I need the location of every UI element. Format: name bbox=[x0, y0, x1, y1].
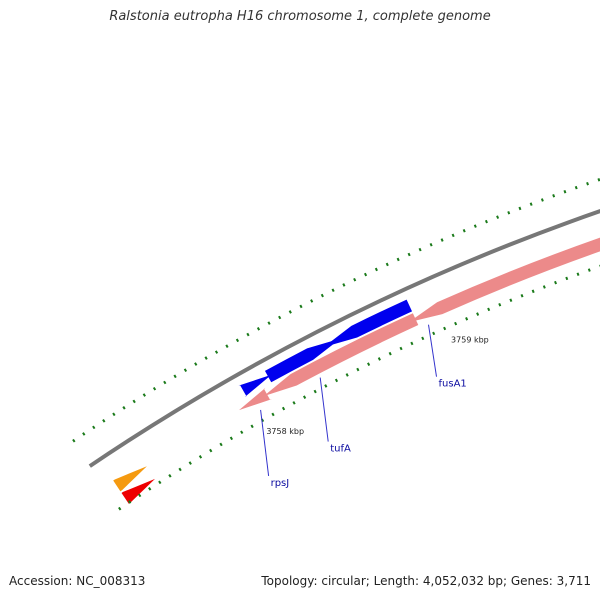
tick-label-1: 3758 kbp bbox=[266, 427, 304, 436]
reverse-gene-3 bbox=[408, 237, 600, 323]
gene-label-line-3 bbox=[428, 324, 437, 377]
gene-label-line-2 bbox=[319, 377, 329, 442]
map-title: Ralstonia eutropha H16 chromosome 1, com… bbox=[109, 9, 491, 24]
gene-label-tufA: tufA bbox=[330, 444, 351, 455]
accession-text: Accession: NC_008313 bbox=[9, 574, 146, 588]
tick-label-2: 3759 kbp bbox=[451, 336, 489, 345]
forward-gene-3 bbox=[323, 299, 413, 348]
gene-label-rpsJ: rpsJ bbox=[271, 478, 290, 489]
gene-label-fusA1: fusA1 bbox=[439, 379, 467, 390]
chromosome-backbone bbox=[88, 209, 600, 468]
red-feature bbox=[121, 478, 156, 504]
gene-label-line-1 bbox=[260, 409, 270, 476]
outer-dotted-ring bbox=[72, 177, 600, 443]
forward-gene-2 bbox=[264, 338, 341, 383]
forward-gene-1 bbox=[238, 374, 272, 398]
reverse-gene-2 bbox=[263, 313, 419, 397]
genome-summary-text: Topology: circular; Length: 4,052,032 bp… bbox=[261, 574, 591, 588]
reverse-gene-1 bbox=[239, 387, 272, 411]
reverse-gene-8 bbox=[113, 466, 147, 492]
